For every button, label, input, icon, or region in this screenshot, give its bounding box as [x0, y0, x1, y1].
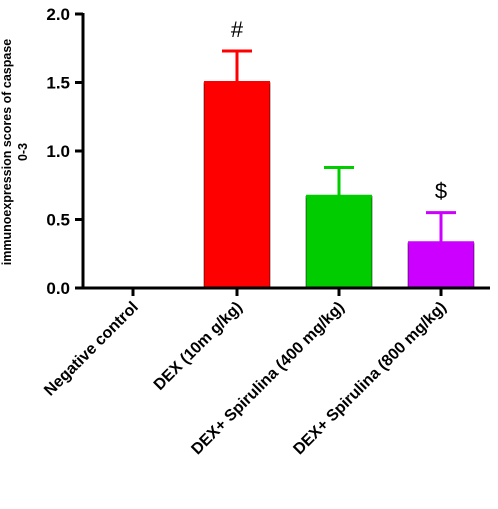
y-axis-label: immunoexpression scores of caspase 0-3 — [0, 39, 30, 266]
x-axis-ticks: Negative control DEX (10m g/kg)DEX+ Spiru… — [41, 288, 450, 458]
bars: #$ — [203, 17, 475, 289]
y-tick-label: 0.0 — [46, 279, 70, 298]
bar — [407, 242, 475, 289]
x-category-label: Negative control — [41, 299, 142, 400]
bar — [305, 195, 373, 289]
y-tick-label: 1.5 — [46, 74, 70, 93]
y-tick-label: 0.5 — [46, 211, 70, 230]
y-tick-label: 1.0 — [46, 142, 70, 161]
bar — [203, 82, 271, 289]
y-tick-label: 2.0 — [46, 5, 70, 24]
significance-marker: # — [231, 17, 244, 42]
y-axis-label-line1: immunoexpression scores of caspase — [0, 39, 14, 266]
y-axis-label-line2: 0-3 — [16, 143, 30, 161]
x-category-label: DEX (10m g/kg) — [151, 299, 246, 394]
significance-marker: $ — [435, 179, 447, 204]
axes — [81, 13, 490, 290]
y-axis-ticks: 0.0 0.5 1.0 1.5 2.0 — [46, 5, 83, 298]
